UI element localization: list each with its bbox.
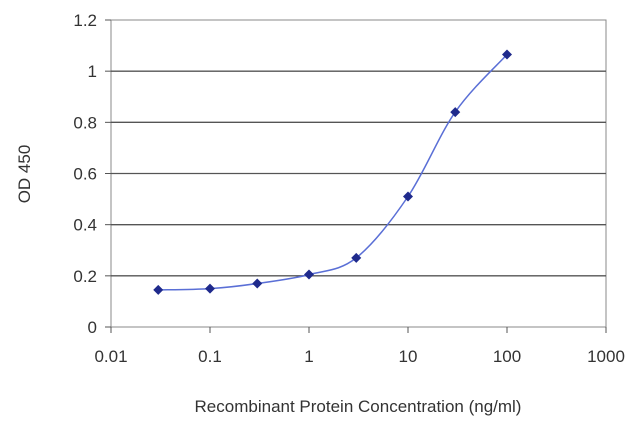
data-point	[502, 49, 512, 60]
data-point	[252, 278, 263, 289]
x-tick-label: 0.01	[94, 347, 127, 366]
x-axis-ticks: 0.01 0.1 1 10 100 1000	[94, 327, 625, 366]
data-points	[153, 49, 512, 295]
x-tick-label: 1	[304, 347, 313, 366]
x-tick-label: 1000	[587, 347, 625, 366]
y-tick-label: 0.8	[73, 113, 97, 132]
data-point	[351, 252, 362, 263]
y-axis-label: OD 450	[15, 145, 34, 204]
y-tick-label: 0.4	[73, 216, 97, 235]
y-axis-ticks: 0 0.2 0.4 0.6 0.8 1 1.2	[73, 11, 111, 337]
y-tick-label: 0	[88, 318, 97, 337]
x-axis-label: Recombinant Protein Concentration (ng/ml…	[195, 397, 522, 416]
y-tick-label: 0.2	[73, 267, 97, 286]
data-point	[403, 191, 413, 202]
data-point	[450, 107, 461, 118]
gridlines	[111, 70, 606, 277]
data-point	[304, 269, 314, 280]
x-tick-label: 100	[493, 347, 521, 366]
y-tick-label: 1.2	[73, 11, 97, 30]
x-tick-label: 0.1	[198, 347, 222, 366]
data-point	[205, 283, 215, 294]
y-tick-label: 1	[88, 62, 97, 81]
y-tick-label: 0.6	[73, 165, 97, 184]
x-tick-label: 10	[399, 347, 418, 366]
data-point	[153, 284, 164, 295]
